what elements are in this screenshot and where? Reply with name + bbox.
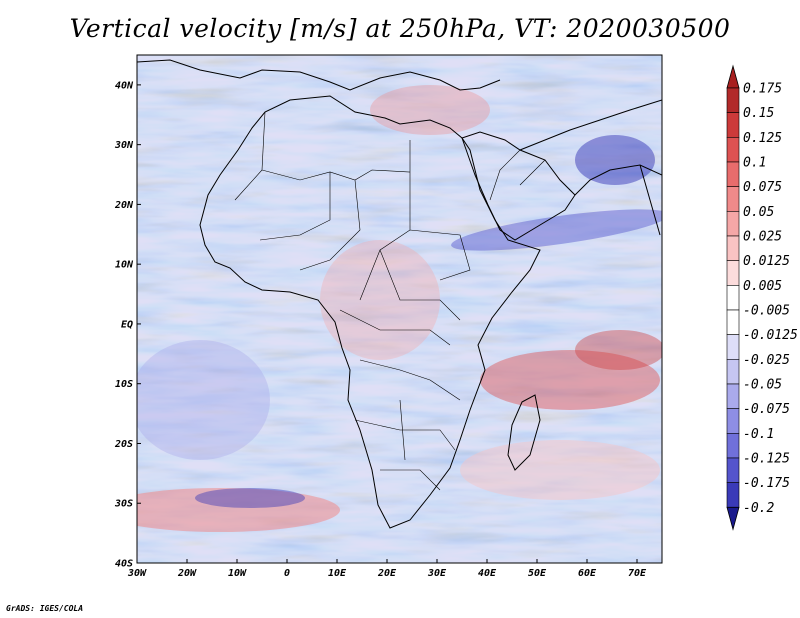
region-upward-indian-ocean-2 <box>575 330 662 370</box>
colorbar-label: -0.025 <box>743 353 790 368</box>
region-upward-egypt <box>370 85 490 135</box>
colorbar-segment <box>726 260 740 286</box>
lat-tick-label: 40N <box>115 80 134 91</box>
colorbar-segment <box>726 457 740 483</box>
lon-tick-label: 20E <box>377 568 397 579</box>
lon-tick-label: 70E <box>628 568 647 579</box>
colorbar-label: 0.125 <box>743 131 782 146</box>
colorbar-label: 0.025 <box>743 230 782 245</box>
lon-tick-label: 50E <box>528 568 547 579</box>
country-borders <box>234 111 546 491</box>
lat-tick-label: 40S <box>115 559 133 570</box>
map-title: Vertical velocity [m/s] at 250hPa, VT: 2… <box>69 14 731 43</box>
field-texture <box>137 55 662 563</box>
colorbar-segment <box>726 383 740 409</box>
colorbar-segment <box>726 285 740 311</box>
colorbar-label: -0.0125 <box>743 328 798 343</box>
colorbar-label: -0.1 <box>743 427 774 442</box>
europe-coast <box>137 59 501 91</box>
colorbar-label: 0.05 <box>743 205 774 220</box>
colorbar-segment <box>726 482 740 508</box>
colorbar-label: 0.075 <box>743 180 782 195</box>
lon-tick-label: 30W <box>127 568 147 579</box>
region-downward-s-atlantic <box>195 488 305 508</box>
iran-coast <box>519 99 662 151</box>
colorbar-label: 0.005 <box>743 279 782 294</box>
colorbar-segment <box>726 186 740 212</box>
madagascar-coast <box>507 394 541 471</box>
lat-tick-label: 20S <box>114 439 133 450</box>
lon-tick-label: 0 <box>284 568 290 579</box>
lon-tick-label: 30E <box>427 568 447 579</box>
colorbar-label: -0.125 <box>743 452 790 467</box>
lat-tick-label: 10S <box>115 379 133 390</box>
lat-tick-label: 10N <box>115 260 134 271</box>
colorbar-segment <box>726 112 740 138</box>
lat-tick-label: 30N <box>114 140 134 151</box>
region-downward-himalaya <box>575 135 655 185</box>
lat-tick-label: 30S <box>114 499 133 510</box>
colorbar-segment <box>726 211 740 237</box>
colorbar-label: -0.005 <box>743 304 790 319</box>
colorbar-segment <box>726 87 740 113</box>
grads-credit: GrADS: IGES/COLA <box>6 604 84 613</box>
arabia-coast <box>461 131 576 241</box>
colorbar-label: -0.2 <box>743 501 774 516</box>
lat-tick-label: EQ <box>121 319 133 330</box>
colorbar-legend: 0.175 0.15 0.125 0.1 0.075 0.05 0.025 0.0125 0.0… <box>726 64 798 531</box>
colorbar-segment <box>726 235 740 261</box>
colorbar-label: 0.15 <box>743 106 774 121</box>
colorbar-segment <box>726 359 740 385</box>
colorbar-label: -0.075 <box>743 402 790 417</box>
colorbar-label: 0.0125 <box>743 254 790 269</box>
colorbar-segment <box>726 137 740 163</box>
south-asia-coast <box>574 164 662 196</box>
lon-tick-label: 60E <box>578 568 597 579</box>
colorbar-label: 0.1 <box>743 156 766 171</box>
colorbar-label: -0.05 <box>743 378 782 393</box>
lon-tick-label: 20W <box>177 568 197 579</box>
region-downward-atlantic <box>137 340 270 460</box>
india-coast <box>639 164 661 236</box>
region-downward-arabian-sea <box>451 209 662 251</box>
lon-tick-label: 10E <box>328 568 347 579</box>
colorbar-segment <box>726 408 740 434</box>
lon-tick-label: 10W <box>228 568 247 579</box>
velocity-field-plot <box>136 54 663 564</box>
border-lines <box>234 111 471 491</box>
region-upward-s-indian <box>460 440 660 500</box>
mideast-borders <box>489 149 546 201</box>
colorbar-label: 0.175 <box>743 82 782 97</box>
colorbar-top-arrow <box>726 64 740 89</box>
lat-tick-label: 20N <box>114 200 134 211</box>
colorbar-label: -0.175 <box>743 476 790 491</box>
coastlines <box>137 59 662 529</box>
plot-frame <box>136 54 663 564</box>
colorbar-segment <box>726 334 740 360</box>
colorbar-segment <box>726 161 740 187</box>
colorbar-bottom-arrow <box>726 506 740 531</box>
colorbar-segment <box>726 433 740 459</box>
africa-coast <box>199 95 541 529</box>
region-upward-s-atlantic <box>137 488 340 532</box>
lon-tick-label: 40E <box>478 568 497 579</box>
colorbar-segment <box>726 309 740 335</box>
region-upward-indian-ocean <box>480 350 660 410</box>
